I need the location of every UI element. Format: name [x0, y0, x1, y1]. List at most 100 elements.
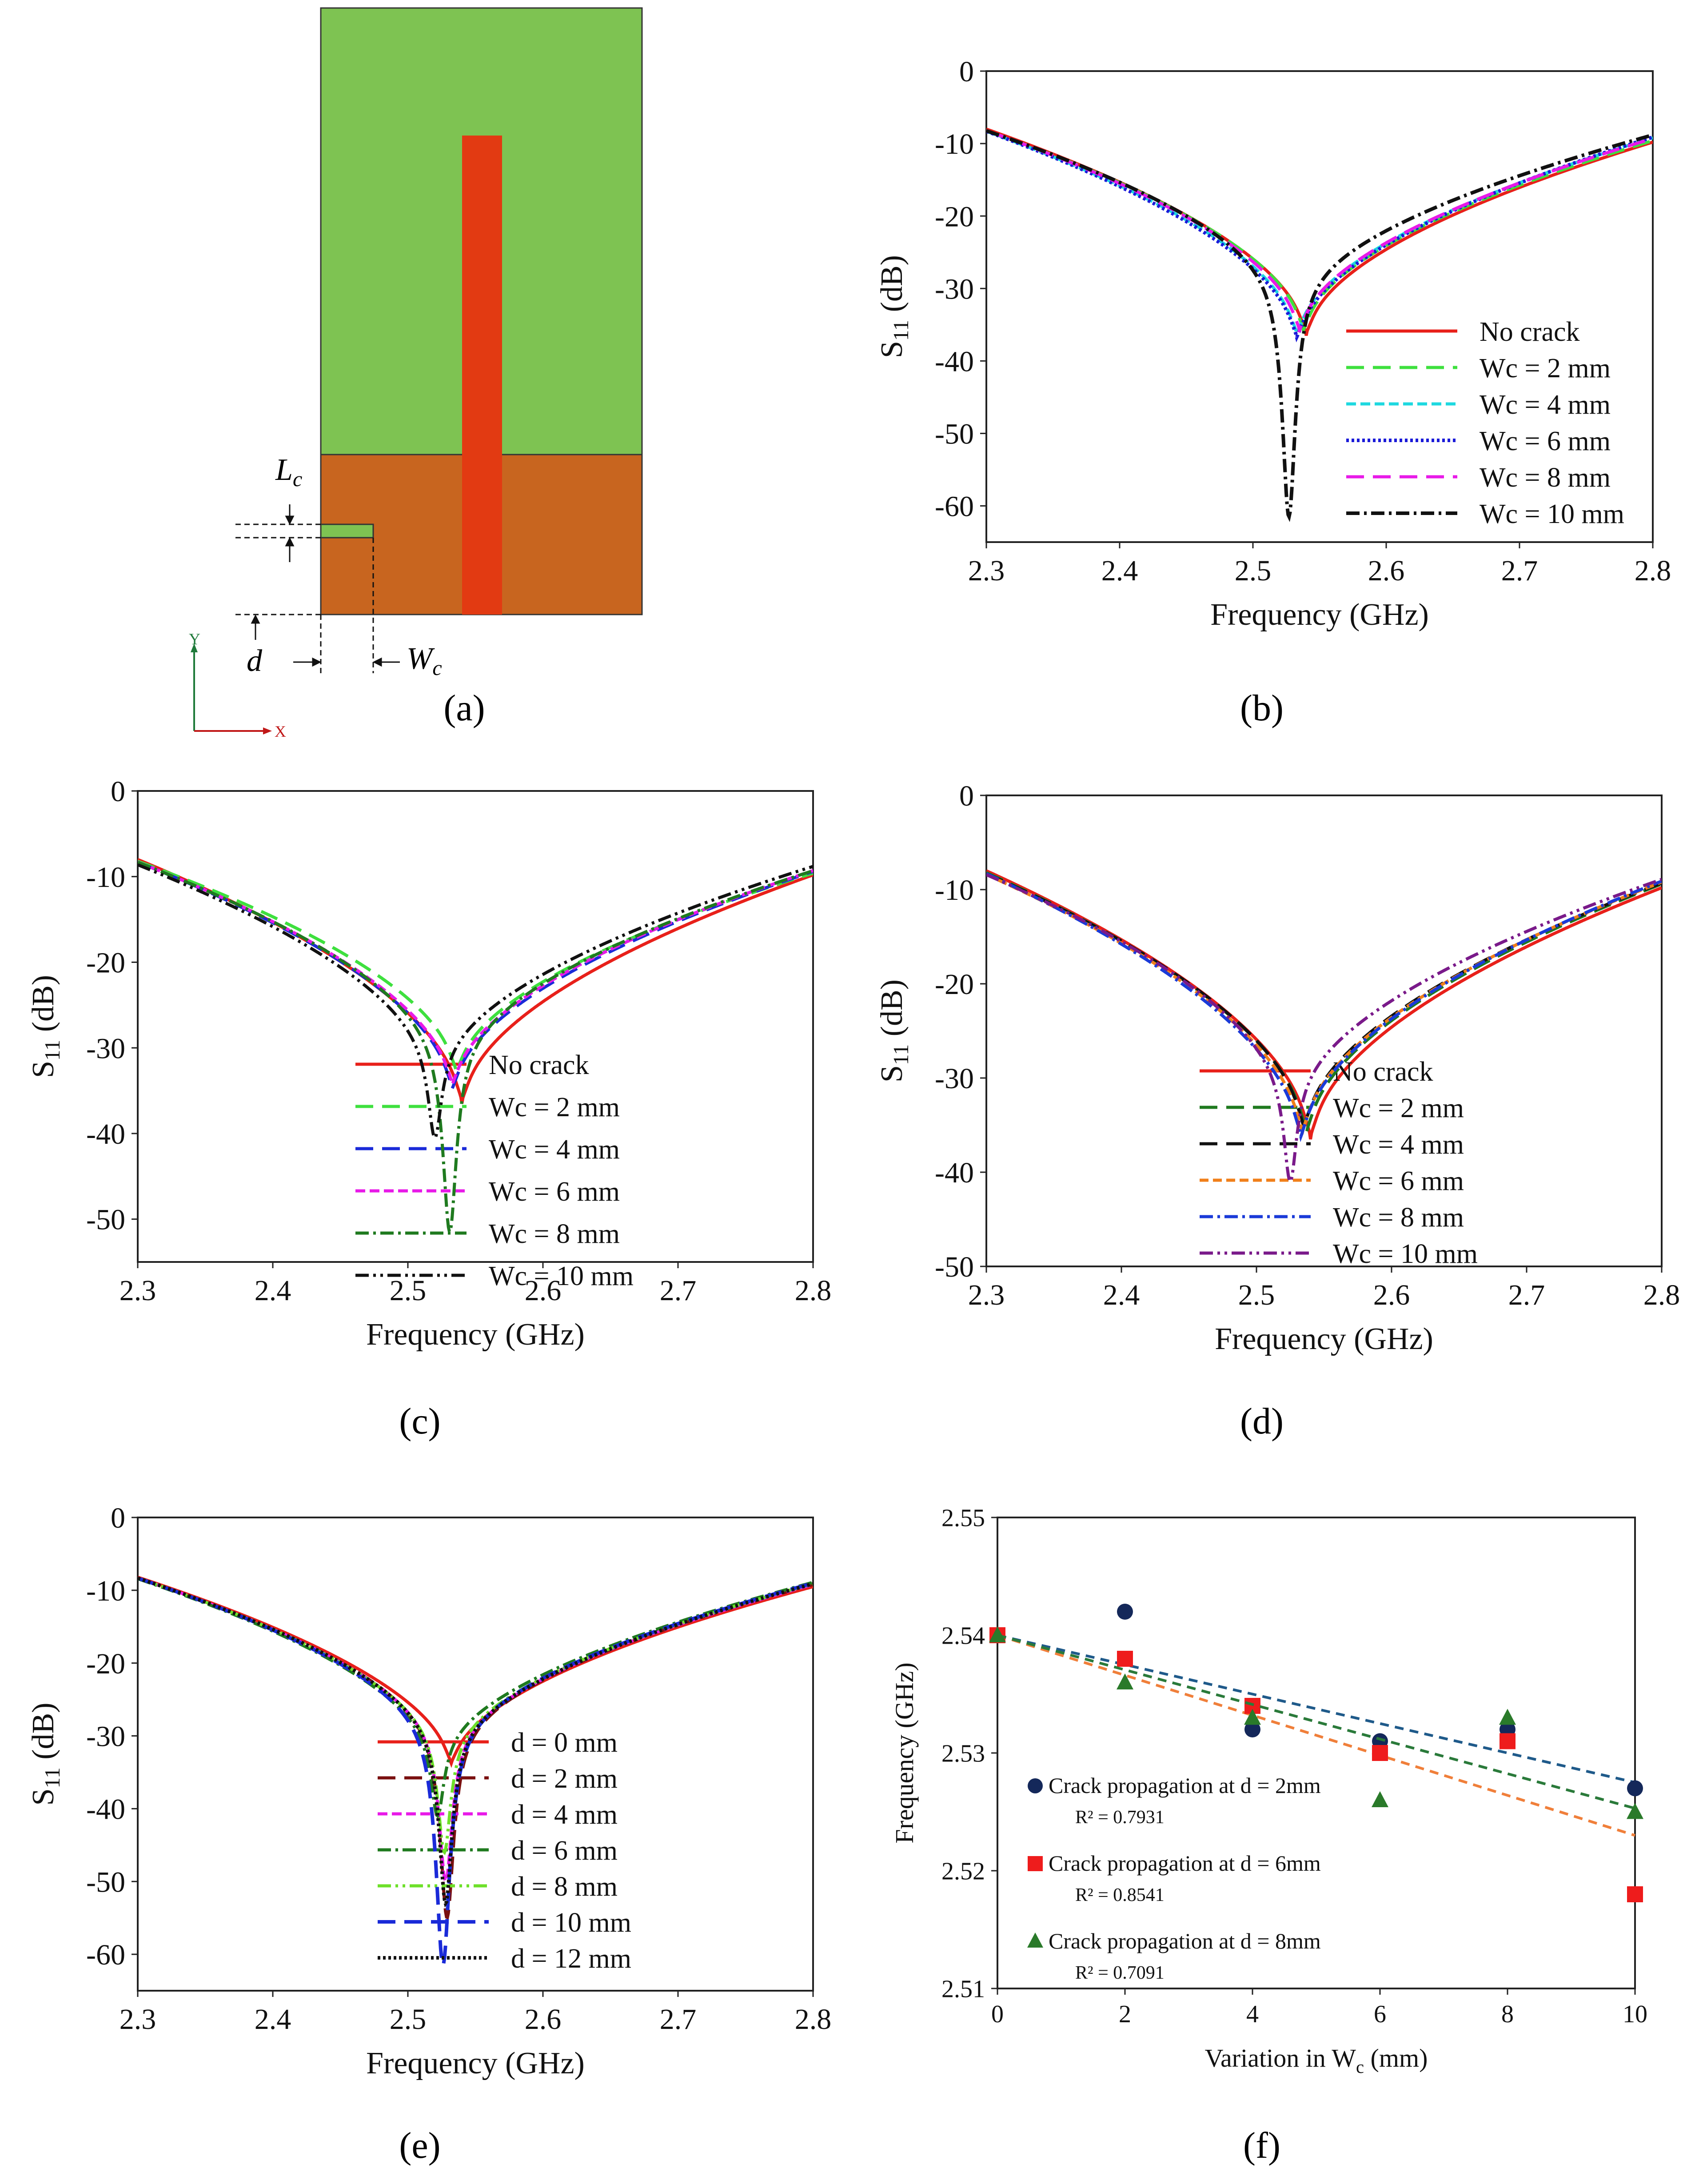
caption-e: (e) [399, 2125, 441, 2166]
series-line [138, 861, 813, 1234]
series-line [986, 873, 1662, 1185]
legend-label: Wc = 2 mm [489, 1092, 620, 1122]
x-tick-label: 2.3 [968, 555, 1005, 587]
legend-label: Wc = 4 mm [489, 1134, 620, 1165]
panel-b-chart: 2.3 2.4 2.5 2.6 2.7 2.8 0 -10 -20 -30 -40 -50 -60 Fre… [844, 27, 1687, 684]
x-tick-label: 2.8 [795, 1274, 832, 1307]
panel-f-chart: 0 2 4 6 8 10 2.51 2.52 2.53 2.54 2.55 Variation in … [844, 1484, 1687, 2106]
panel-c-chart: 2.3 2.4 2.5 2.6 2.7 2.8 0 -10 -20 -30 -40 -50 Freque… [0, 764, 843, 1395]
panel-a-antenna-diagram: Lc d Wc Y X [0, 0, 755, 747]
series-line [138, 863, 813, 1140]
feed-line [462, 136, 502, 615]
crack-slot [320, 523, 374, 539]
y-tick-label: -40 [86, 1793, 125, 1825]
legend-label: No crack [489, 1050, 589, 1080]
legend-label: Wc = 4 mm [1333, 1130, 1464, 1160]
x-tick-label: 2.6 [1368, 555, 1405, 587]
legend-label: Wc = 2 mm [1480, 353, 1611, 383]
legend-label: Wc = 6 mm [1480, 426, 1611, 456]
x-tick-label: 2.5 [1238, 1279, 1275, 1311]
plot-frame [997, 1517, 1636, 1989]
data-point [1117, 1673, 1133, 1689]
legend-label: Wc = 6 mm [1333, 1166, 1464, 1196]
y-tick-label: -30 [935, 273, 974, 305]
x-tick-label: 2.5 [390, 2003, 427, 2036]
y-tick-label: -30 [86, 1032, 125, 1065]
y-axis-label-sub: 11 [889, 1044, 913, 1065]
legend-label: Crack propagation at d = 8mm [1049, 1928, 1321, 1953]
series-line [138, 858, 813, 1104]
plot-frame [137, 790, 814, 1263]
chart-e-svg: 2.3 2.4 2.5 2.6 2.7 2.8 0 -10 -20 -30 -40 -50 -60 Fre… [26, 1502, 831, 2080]
y-tick-label: -10 [935, 874, 974, 906]
legend-label: d = 6 mm [511, 1836, 618, 1866]
y-axis-label-sub: 11 [889, 320, 913, 341]
y-tick-label: -30 [86, 1721, 125, 1753]
dimension-lines [235, 504, 400, 673]
caption-a: (a) [443, 687, 485, 729]
antenna-diagram-svg: Lc d Wc Y X [189, 7, 643, 740]
chart-f-svg: 0 2 4 6 8 10 2.51 2.52 2.53 2.54 2.55 Variation in … [890, 1505, 1647, 2077]
panel-d-chart: 2.3 2.4 2.5 2.6 2.7 2.8 0 -10 -20 -30 -40 -50 Freque… [844, 764, 1687, 1395]
trend-line [997, 1634, 1635, 1837]
series-line [138, 859, 813, 1073]
legend-label: Wc = 8 mm [1333, 1202, 1464, 1233]
data-point [989, 1626, 1006, 1642]
y-tick-label: 2.54 [941, 1622, 985, 1650]
y-tick-label: -10 [935, 128, 974, 160]
y-axis-label-unit: (dB) [875, 255, 909, 320]
x-tick-label: 2.6 [1373, 1279, 1410, 1311]
data-point [1117, 1604, 1133, 1620]
legend-label: Wc = 2 mm [1333, 1093, 1464, 1123]
series-line [986, 128, 1653, 336]
y-axis-label: S11 (dB) [875, 255, 913, 358]
x-tick-label: 2.4 [255, 2003, 291, 2036]
x-axis-label-unit: (mm) [1364, 2044, 1428, 2072]
y-tick-label: 2.52 [941, 1858, 985, 1885]
legend-label: Crack propagation at d = 2mm [1049, 1773, 1321, 1798]
series-line [138, 1577, 813, 1920]
x-axis-label: Variation in Wc (mm) [1205, 2044, 1428, 2077]
x-tick-label: 0 [991, 2000, 1004, 2028]
x-axis-label-sub: c [1356, 2057, 1364, 2077]
trend-line [997, 1634, 1635, 1810]
x-tick-label: 8 [1501, 2000, 1514, 2028]
x-tick-label: 2.7 [1501, 555, 1538, 587]
axis-x-label: X [275, 723, 286, 740]
x-tick-label: 10 [1623, 2000, 1647, 2028]
y-tick-label: -40 [86, 1118, 125, 1150]
x-tick-label: 2.3 [968, 1279, 1005, 1311]
y-tick-label: 2.55 [941, 1505, 985, 1532]
x-tick-label: 2.8 [1635, 555, 1671, 587]
y-tick-label: -60 [86, 1939, 125, 1971]
x-axis-label: Frequency (GHz) [1215, 1322, 1433, 1356]
y-tick-label: 0 [111, 775, 125, 808]
series-line [138, 860, 813, 1089]
legend-label: No crack [1333, 1057, 1433, 1087]
legend-label: d = 0 mm [511, 1728, 618, 1758]
y-tick-label: -60 [935, 491, 974, 523]
y-tick-label: -20 [935, 200, 974, 233]
y-axis-label: S11 (dB) [875, 979, 913, 1082]
legend-label: Wc = 8 mm [1480, 463, 1611, 493]
y-tick-label: -20 [935, 968, 974, 1001]
y-tick-label: -40 [935, 1157, 974, 1189]
series-line [986, 869, 1662, 1140]
series-line [138, 1576, 813, 1855]
data-point [1244, 1721, 1260, 1737]
y-axis-label-sub: 11 [40, 1040, 64, 1061]
x-tick-label: 2.3 [120, 2003, 156, 2036]
y-tick-label: -50 [86, 1866, 125, 1898]
series-line [986, 873, 1662, 1135]
series-line [986, 872, 1662, 1142]
data-point [1372, 1791, 1388, 1807]
r-squared-label: R² = 0.7931 [1075, 1807, 1165, 1828]
y-tick-label: -40 [935, 345, 974, 378]
label-Wc: Wc [407, 642, 442, 680]
y-tick-label: -50 [86, 1204, 125, 1236]
y-tick-label: -20 [86, 947, 125, 979]
x-tick-label: 2.4 [1101, 555, 1138, 587]
x-axis-label: Frequency (GHz) [366, 1318, 585, 1352]
x-axis-label: Frequency (GHz) [366, 2046, 585, 2080]
legend-label: Wc = 6 mm [489, 1177, 620, 1207]
